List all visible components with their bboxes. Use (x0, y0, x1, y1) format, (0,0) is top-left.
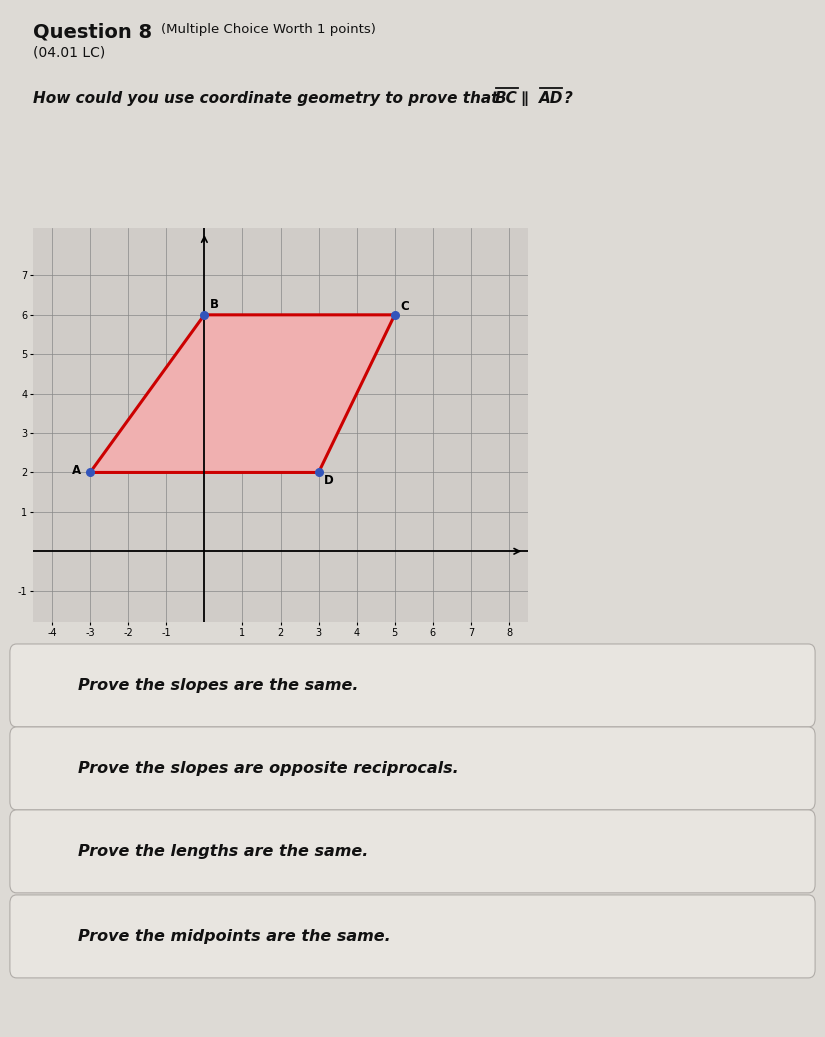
Polygon shape (90, 315, 394, 473)
Text: AD: AD (539, 91, 563, 106)
Text: Prove the slopes are the same.: Prove the slopes are the same. (78, 678, 359, 693)
Text: (Multiple Choice Worth 1 points): (Multiple Choice Worth 1 points) (161, 23, 375, 36)
Text: C: C (400, 300, 409, 313)
Text: BC: BC (495, 91, 518, 106)
Text: Prove the slopes are opposite reciprocals.: Prove the slopes are opposite reciprocal… (78, 761, 460, 776)
Text: How could you use coordinate geometry to prove that: How could you use coordinate geometry to… (33, 91, 503, 106)
Text: (04.01 LC): (04.01 LC) (33, 46, 106, 60)
Text: A: A (72, 464, 81, 477)
Text: Prove the lengths are the same.: Prove the lengths are the same. (78, 844, 369, 859)
Text: ?: ? (563, 91, 573, 106)
Text: B: B (210, 298, 219, 311)
Text: D: D (324, 475, 334, 487)
Text: Prove the midpoints are the same.: Prove the midpoints are the same. (78, 929, 391, 944)
Text: Question 8: Question 8 (33, 23, 152, 41)
Text: ∥: ∥ (521, 91, 528, 106)
